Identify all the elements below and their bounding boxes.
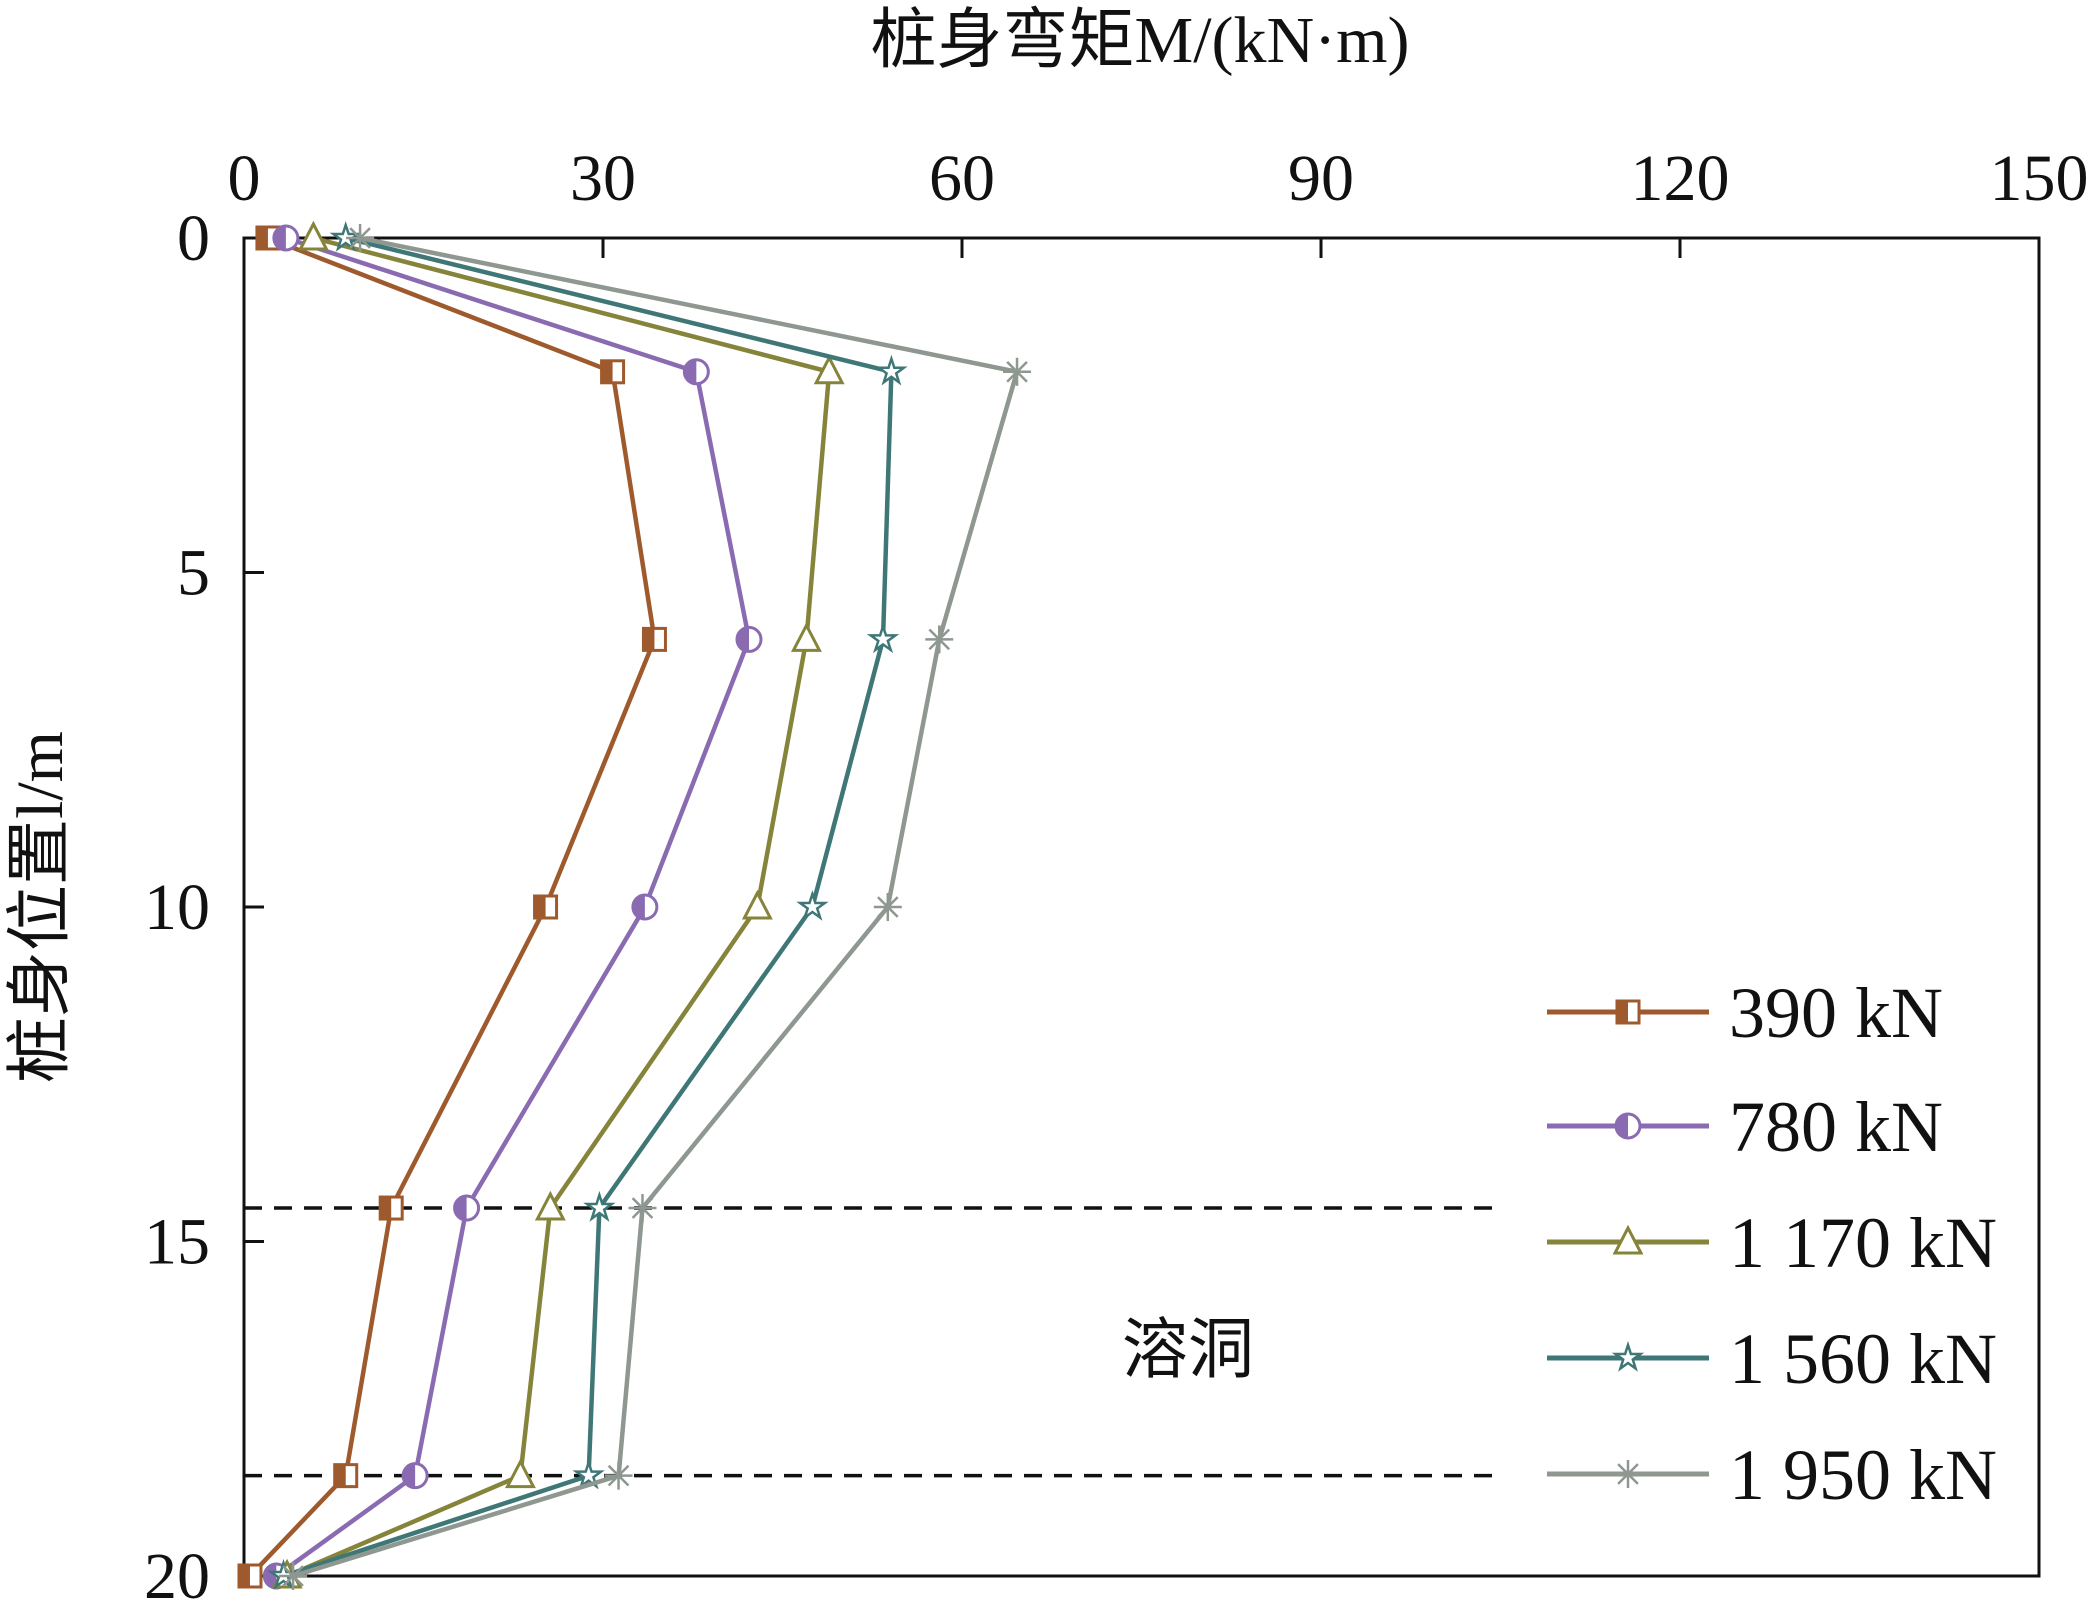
data-point-marker bbox=[741, 889, 773, 920]
legend-label: 390 kN bbox=[1729, 973, 1943, 1053]
legend-label: 780 kN bbox=[1729, 1087, 1943, 1167]
karst-cave-annotation: 溶洞 bbox=[1122, 1314, 1254, 1387]
x-axis-label: 桩身弯矩M/(kN·m) bbox=[871, 4, 1410, 77]
legend-marker-fill bbox=[1616, 1114, 1628, 1138]
x-tick-label: 150 bbox=[1990, 142, 2089, 215]
data-point-marker-fill bbox=[403, 1463, 416, 1488]
y-tick-label: 15 bbox=[144, 1206, 210, 1279]
data-point-marker bbox=[813, 354, 845, 385]
legend-item: 1 170 kN bbox=[1547, 1203, 1997, 1283]
data-point-marker-fill bbox=[534, 896, 546, 918]
data-point-marker-fill bbox=[601, 360, 613, 383]
data-point-marker bbox=[790, 622, 822, 652]
x-tick-label: 30 bbox=[570, 142, 636, 215]
series-line bbox=[274, 235, 752, 1578]
legend-marker bbox=[1611, 1340, 1645, 1372]
data-point-marker bbox=[875, 354, 908, 386]
legend-marker-fill bbox=[1617, 1001, 1628, 1023]
legend-label: 1 170 kN bbox=[1729, 1203, 1997, 1283]
y-tick-label: 10 bbox=[144, 871, 210, 944]
legend-item: 1 950 kN bbox=[1547, 1435, 1997, 1515]
data-point-marker-fill bbox=[643, 628, 655, 651]
legend-label: 1 560 kN bbox=[1729, 1319, 1997, 1399]
data-point-marker-fill bbox=[736, 627, 749, 652]
data-point-marker bbox=[607, 1464, 630, 1487]
data-point-marker bbox=[572, 1458, 605, 1490]
series-1170kN bbox=[271, 220, 845, 1589]
data-point-marker bbox=[297, 220, 329, 251]
y-tick-label: 20 bbox=[144, 1540, 210, 1609]
data-point-marker bbox=[877, 896, 899, 918]
legend-item: 780 kN bbox=[1547, 1087, 1943, 1167]
data-point-marker bbox=[928, 628, 951, 651]
data-point-marker bbox=[349, 227, 371, 249]
series-1950kN bbox=[279, 224, 1032, 1590]
data-point-marker-fill bbox=[256, 227, 268, 249]
x-tick-label: 90 bbox=[1288, 142, 1354, 215]
legend-marker bbox=[1617, 1463, 1639, 1485]
data-point-marker-fill bbox=[380, 1197, 392, 1220]
series-390kN bbox=[237, 225, 667, 1589]
x-tick-label: 120 bbox=[1631, 142, 1730, 215]
series-1560kN bbox=[267, 220, 908, 1590]
x-tick-label: 0 bbox=[228, 142, 261, 215]
data-point-marker-fill bbox=[264, 1564, 277, 1588]
legend-label: 1 950 kN bbox=[1729, 1435, 1997, 1515]
y-axis-label: 桩身位置l/m bbox=[4, 731, 77, 1083]
data-point-marker bbox=[796, 889, 829, 921]
data-point-marker bbox=[631, 1197, 654, 1219]
data-point-marker-fill bbox=[632, 895, 645, 919]
data-point-marker-fill bbox=[273, 226, 286, 250]
y-tick-label: 0 bbox=[177, 202, 210, 275]
x-tick-label: 60 bbox=[929, 142, 995, 215]
data-point-marker bbox=[282, 1565, 304, 1587]
legend-item: 1 560 kN bbox=[1547, 1319, 1997, 1399]
data-point-marker bbox=[583, 1190, 616, 1222]
data-point-marker bbox=[866, 622, 900, 654]
series-780kN bbox=[262, 224, 763, 1590]
data-point-marker-fill bbox=[334, 1464, 346, 1487]
legend-marker bbox=[1612, 1224, 1644, 1255]
legend-item: 390 kN bbox=[1547, 973, 1943, 1053]
data-point-marker bbox=[504, 1458, 536, 1489]
series-line bbox=[286, 235, 832, 1579]
y-tick-label: 5 bbox=[177, 537, 210, 610]
data-point-marker-fill bbox=[238, 1565, 250, 1587]
data-point-marker-fill bbox=[454, 1196, 467, 1221]
data-point-marker bbox=[1006, 361, 1028, 383]
data-point-marker bbox=[534, 1190, 566, 1221]
data-point-marker-fill bbox=[684, 359, 697, 384]
series-line bbox=[282, 235, 894, 1579]
